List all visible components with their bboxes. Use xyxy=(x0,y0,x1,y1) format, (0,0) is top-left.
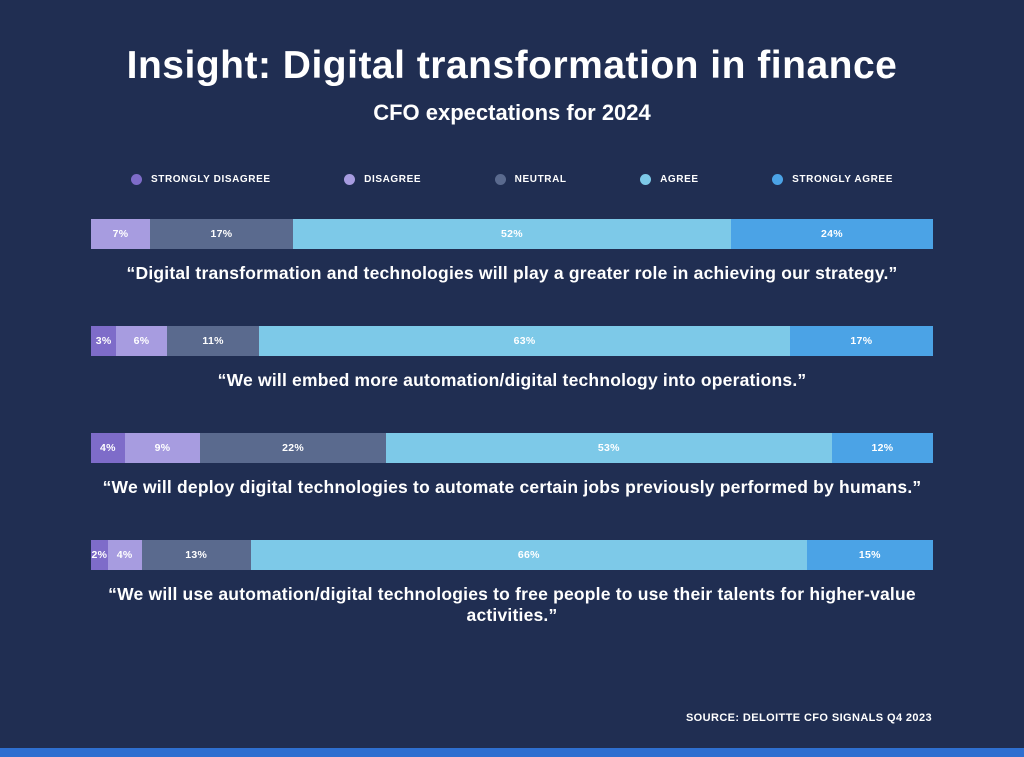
bar-segment-disagree: 7% xyxy=(91,219,150,249)
bar-segment-neutral: 13% xyxy=(141,540,251,570)
bar-segment-agree: 52% xyxy=(293,219,731,249)
stacked-bar: 4% 9% 22% 53% 12% xyxy=(91,433,933,463)
bar-caption: “We will deploy digital technologies to … xyxy=(102,477,922,497)
bar-segment-strongly_agree: 17% xyxy=(789,326,933,356)
bar-segment-strongly_agree: 15% xyxy=(806,540,933,570)
legend-label: DISAGREE xyxy=(364,174,422,185)
bar-segment-disagree: 4% xyxy=(107,540,142,570)
bar-caption: “We will use automation/digital technolo… xyxy=(108,584,916,625)
bar-segment-agree: 66% xyxy=(250,540,807,570)
legend-item: AGREE xyxy=(640,174,699,185)
legend: STRONGLY DISAGREE DISAGREE NEUTRAL AGREE STR… xyxy=(131,174,893,185)
bar-segment-strongly_disagree: 4% xyxy=(91,433,125,463)
bar-segment-agree: 63% xyxy=(259,326,790,356)
legend-dot-icon xyxy=(640,174,652,185)
stacked-bar: 3% 6% 11% 63% 17% xyxy=(91,326,933,356)
bar-segment-neutral: 11% xyxy=(166,326,260,356)
bar-segment-strongly_agree: 24% xyxy=(730,219,933,249)
legend-label: STRONGLY DISAGREE xyxy=(151,174,271,185)
legend-dot-icon xyxy=(344,174,356,185)
bar-segment-strongly_disagree: 3% xyxy=(91,326,117,356)
stacked-bar: 2% 4% 13% 66% 15% xyxy=(91,540,933,570)
bar-caption: “Digital transformation and technologies… xyxy=(126,263,898,283)
legend-dot-icon xyxy=(772,174,784,185)
bar-segment-neutral: 17% xyxy=(149,219,294,249)
bar-segment-disagree: 9% xyxy=(124,433,201,463)
legend-item: STRONGLY DISAGREE xyxy=(131,174,271,185)
chart: 7% 17% 52% 24% “Digital transformation and t… xyxy=(91,219,933,626)
bar-caption: “We will embed more automation/digital t… xyxy=(217,370,807,390)
bar-row: 7% 17% 52% 24% “Digital transformation and t… xyxy=(91,219,933,284)
bar-segment-strongly_disagree: 2% xyxy=(91,540,108,570)
legend-item: DISAGREE xyxy=(344,174,421,185)
bar-segment-strongly_agree: 12% xyxy=(831,433,933,463)
legend-item: NEUTRAL xyxy=(494,174,567,185)
bar-row: 3% 6% 11% 63% 17% “We will embed more automat… xyxy=(91,326,933,391)
bar-segment-agree: 53% xyxy=(385,433,832,463)
legend-label: AGREE xyxy=(660,174,699,185)
bar-segment-neutral: 22% xyxy=(200,433,386,463)
source-text: SOURCE: DELOITTE CFO SIGNALS Q4 2023 xyxy=(685,712,932,724)
footer-accent-bar xyxy=(0,748,1024,757)
page-subtitle: CFO expectations for 2024 xyxy=(373,100,651,125)
stacked-bar: 7% 17% 52% 24% xyxy=(91,219,933,249)
bar-row: 4% 9% 22% 53% 12% “We will deploy digital tec… xyxy=(91,433,933,498)
legend-label: NEUTRAL xyxy=(514,174,567,185)
legend-item: STRONGLY AGREE xyxy=(772,174,893,185)
page-title: Insight: Digital transformation in finan… xyxy=(126,44,898,87)
legend-label: STRONGLY AGREE xyxy=(792,174,893,185)
bar-row: 2% 4% 13% 66% 15% “We will use automation/dig… xyxy=(91,540,933,626)
legend-dot-icon xyxy=(494,174,506,185)
legend-dot-icon xyxy=(131,174,142,185)
bar-segment-disagree: 6% xyxy=(116,326,167,356)
